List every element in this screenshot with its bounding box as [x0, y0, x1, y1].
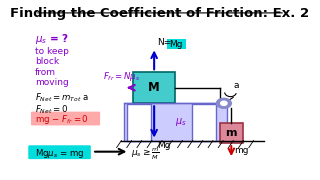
- Text: Mg: Mg: [169, 40, 183, 49]
- Text: m: m: [226, 128, 237, 138]
- Bar: [192, 104, 216, 141]
- Text: block: block: [35, 57, 59, 66]
- Text: to keep: to keep: [35, 47, 69, 56]
- Bar: [127, 104, 151, 141]
- Bar: [127, 104, 151, 141]
- Bar: [124, 103, 227, 141]
- Text: N=: N=: [157, 39, 172, 48]
- Bar: [133, 72, 175, 103]
- Text: moving: moving: [35, 78, 69, 87]
- Bar: [192, 104, 216, 141]
- Text: $F_{Net}=0$: $F_{Net}=0$: [35, 103, 68, 116]
- Text: $F_{fr}=N\mu_s$: $F_{fr}=N\mu_s$: [103, 70, 140, 83]
- Text: $\mu_s$ = ?: $\mu_s$ = ?: [35, 31, 69, 46]
- FancyBboxPatch shape: [167, 39, 186, 49]
- Text: a: a: [233, 81, 239, 90]
- Bar: [220, 123, 243, 143]
- Text: from: from: [35, 68, 56, 77]
- Text: mg: mg: [234, 146, 248, 155]
- Text: Finding the Coefficient of Friction: Ex. 2: Finding the Coefficient of Friction: Ex.…: [11, 7, 309, 20]
- Text: Mg: Mg: [157, 141, 171, 150]
- FancyBboxPatch shape: [28, 145, 91, 159]
- Circle shape: [221, 101, 227, 105]
- Text: Mg$\mu_s$ = mg: Mg$\mu_s$ = mg: [35, 147, 84, 160]
- Circle shape: [216, 98, 231, 108]
- Text: $F_{Net}=m_{Tot}$ a: $F_{Net}=m_{Tot}$ a: [35, 92, 89, 104]
- Text: $\mu_s \geq \frac{m}{M}$: $\mu_s \geq \frac{m}{M}$: [131, 147, 159, 162]
- Text: M: M: [148, 81, 160, 94]
- FancyBboxPatch shape: [31, 112, 100, 125]
- Text: mg $-$ $F_{fr}=0$: mg $-$ $F_{fr}=0$: [35, 113, 89, 126]
- Text: $\mu_s$: $\mu_s$: [175, 116, 187, 128]
